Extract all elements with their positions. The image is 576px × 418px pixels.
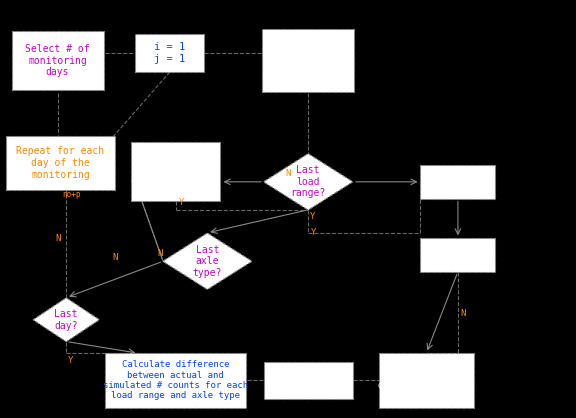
FancyBboxPatch shape: [263, 362, 353, 399]
Text: N: N: [285, 169, 291, 178]
Text: Last
axle
type?: Last axle type?: [193, 245, 222, 278]
Text: Y: Y: [311, 228, 316, 237]
FancyBboxPatch shape: [420, 165, 495, 199]
Text: N: N: [113, 253, 118, 262]
Text: Y: Y: [179, 198, 184, 207]
Polygon shape: [263, 154, 353, 210]
FancyBboxPatch shape: [262, 29, 354, 92]
Text: Next load
ranges
and/or axle
type: Next load ranges and/or axle type: [143, 149, 208, 194]
Text: Calculate difference
between actual and
simulated # counts for each
load range a: Calculate difference between actual and …: [103, 360, 248, 400]
Text: Retrieve
counts for
axle type
j and load
range  i: Retrieve counts for axle type j and load…: [279, 33, 338, 89]
Polygon shape: [33, 298, 100, 342]
Text: Repeat process
31 times: Repeat process 31 times: [267, 370, 349, 391]
FancyBboxPatch shape: [105, 353, 247, 408]
Text: Repeat for each
day of the
monitoring: Repeat for each day of the monitoring: [17, 146, 104, 180]
Text: i = 1
j = 1: i = 1 j = 1: [154, 42, 185, 64]
Text: Last
day?: Last day?: [55, 309, 78, 331]
Text: Y: Y: [310, 212, 315, 222]
Text: N: N: [157, 249, 162, 258]
Text: N: N: [55, 234, 60, 243]
FancyBboxPatch shape: [12, 31, 104, 90]
FancyBboxPatch shape: [135, 34, 204, 72]
Polygon shape: [162, 233, 252, 289]
Text: N: N: [461, 309, 466, 318]
Text: End
simulation: End simulation: [429, 171, 487, 193]
Text: Calculate average
and standard
deviation for each
load range: Calculate average and standard deviation…: [378, 360, 475, 400]
Text: Last
load
range?: Last load range?: [290, 165, 326, 199]
Text: Select # of
monitoring
days: Select # of monitoring days: [25, 44, 90, 77]
FancyBboxPatch shape: [131, 142, 220, 201]
Text: Y: Y: [68, 356, 73, 365]
FancyBboxPatch shape: [420, 238, 495, 272]
FancyBboxPatch shape: [6, 136, 115, 190]
Text: no+p: no+p: [62, 190, 81, 199]
FancyBboxPatch shape: [378, 353, 473, 408]
Text: Calculate
PWLE: Calculate PWLE: [431, 244, 484, 266]
